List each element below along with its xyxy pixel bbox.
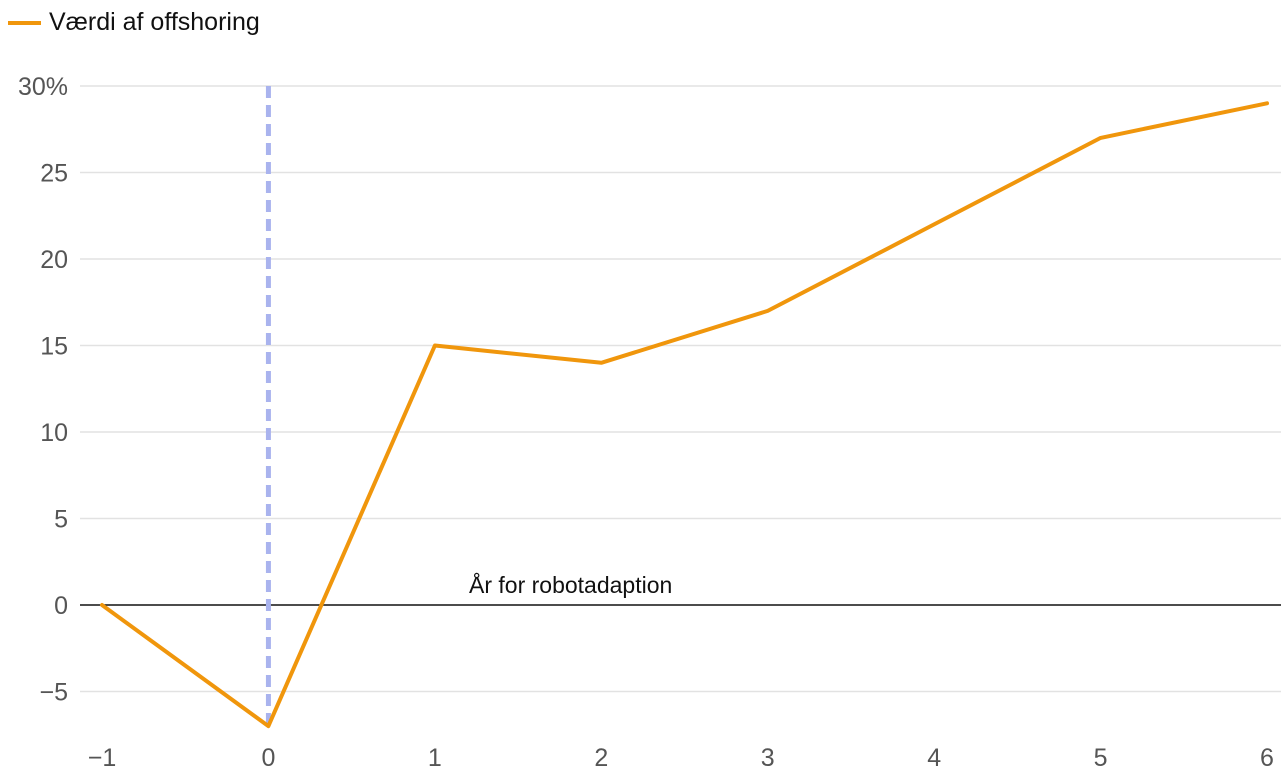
x-tick-label: 4 — [927, 744, 941, 772]
x-tick-label: 2 — [594, 744, 608, 772]
x-tick-label: −1 — [88, 744, 117, 772]
legend-swatch — [8, 20, 41, 25]
y-tick-label: −5 — [39, 679, 68, 707]
x-tick-label: 5 — [1094, 744, 1108, 772]
grid-lines — [80, 85, 1281, 693]
x-tick-label: 3 — [761, 744, 775, 772]
event-label: År for robotadaption — [469, 571, 672, 598]
y-tick-label: 20 — [40, 246, 68, 274]
legend-label: Værdi af offshoring — [49, 8, 260, 36]
y-tick-label: 0 — [54, 592, 68, 620]
x-tick-label: 6 — [1260, 744, 1274, 772]
y-tick-label: 10 — [40, 419, 68, 447]
x-tick-label: 1 — [428, 744, 442, 772]
series-line — [100, 101, 1269, 729]
y-tick-label: 15 — [40, 333, 68, 361]
legend: Værdi af offshoring — [8, 10, 260, 35]
x-axis-labels: −1 0 1 2 3 4 5 6 — [88, 744, 1274, 772]
y-tick-label: 30% — [18, 73, 68, 101]
y-tick-label: 25 — [40, 160, 68, 188]
x-tick-label: 0 — [261, 744, 275, 772]
y-tick-label: 5 — [54, 506, 68, 534]
y-axis-labels: 30% 25 20 15 10 5 0 −5 — [18, 73, 68, 707]
